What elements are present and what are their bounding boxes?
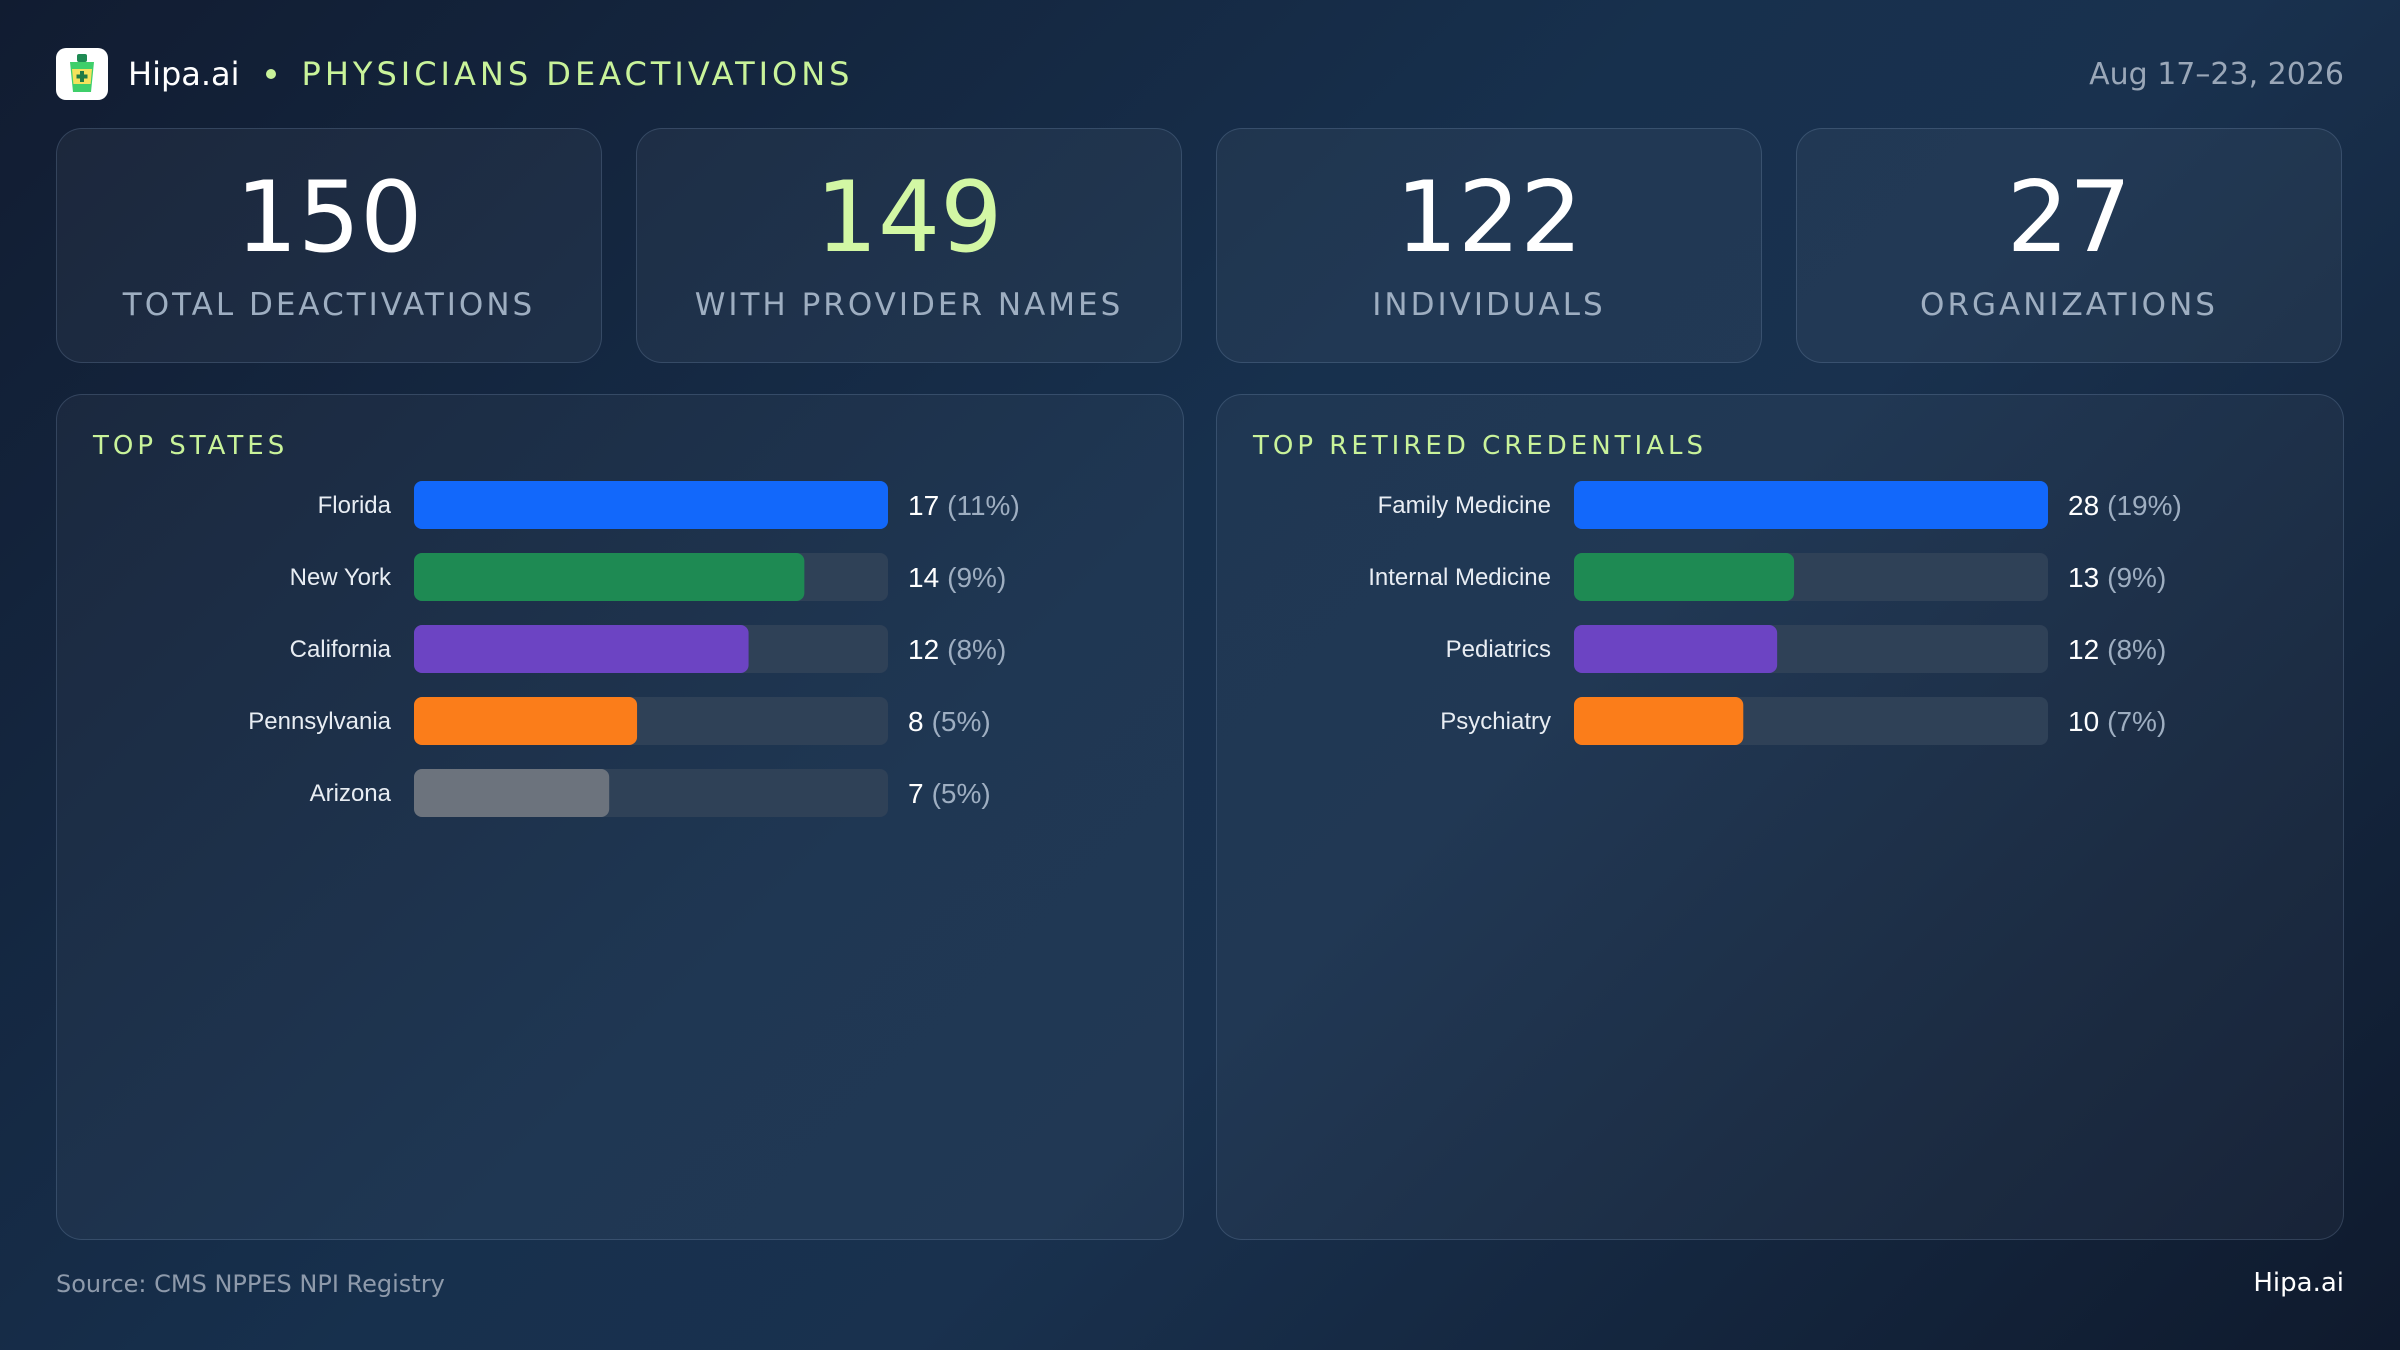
- bar: [414, 697, 638, 745]
- top-credentials-panel: TOP RETIRED CREDENTIALS Family Medicine 2…: [1216, 394, 2344, 1240]
- kpi-organizations: 27 ORGANIZATIONS: [1796, 128, 2342, 363]
- bar-value-label: 8 (5%): [908, 706, 991, 737]
- kpi-label: TOTAL DEACTIVATIONS: [122, 287, 536, 323]
- bar-count: 12: [908, 634, 939, 665]
- kpi-label: INDIVIDUALS: [1372, 287, 1606, 323]
- bar-count: 14: [908, 562, 939, 593]
- bar-category-label: Psychiatry: [1440, 708, 1551, 735]
- bar-value-label: 7 (5%): [908, 778, 991, 809]
- title-separator-dot: [265, 69, 276, 79]
- bar-percent: (9%): [947, 562, 1006, 593]
- kpi-value: 150: [235, 161, 423, 275]
- bar: [414, 769, 610, 817]
- bar-percent: (8%): [2107, 634, 2166, 665]
- bar-count: 10: [2068, 706, 2099, 737]
- kpi-with-provider-names: 149 WITH PROVIDER NAMES: [636, 128, 1182, 363]
- header: Hipa.ai PHYSICIANS DEACTIVATIONS Aug 17–…: [56, 46, 2344, 102]
- bar-category-label: Pennsylvania: [248, 708, 391, 735]
- kpi-total-deactivations: 150 TOTAL DEACTIVATIONS: [56, 128, 602, 363]
- bar-percent: (5%): [932, 778, 991, 809]
- bar-count: 12: [2068, 634, 2099, 665]
- bar-percent: (8%): [947, 634, 1006, 665]
- bar-category-label: New York: [290, 564, 392, 591]
- bar-value-label: 12 (8%): [908, 634, 1006, 665]
- bar-value-label: 17 (11%): [908, 490, 1020, 521]
- bar-category-label: Florida: [318, 492, 392, 519]
- bar: [1574, 625, 1778, 673]
- bar-percent: (5%): [932, 706, 991, 737]
- bar: [414, 481, 888, 529]
- bar-category-label: Pediatrics: [1446, 636, 1551, 663]
- bar-value-label: 13 (9%): [2068, 562, 2166, 593]
- bar-value-label: 10 (7%): [2068, 706, 2166, 737]
- bar-count: 17: [908, 490, 939, 521]
- bar-percent: (9%): [2107, 562, 2166, 593]
- bar-count: 13: [2068, 562, 2099, 593]
- kpi-value: 149: [815, 161, 1003, 275]
- date-range: Aug 17–23, 2026: [2089, 56, 2344, 92]
- top-credentials-bar-chart: Family Medicine 28 (19%) Internal Medicine 1…: [1368, 481, 2182, 745]
- bar-count: 28: [2068, 490, 2099, 521]
- bar: [1574, 481, 2048, 529]
- panel-title: TOP RETIRED CREDENTIALS: [1253, 431, 1707, 461]
- bar-category-label: Arizona: [310, 780, 392, 807]
- panel-title: TOP STATES: [93, 431, 289, 461]
- medical-cup-icon: [56, 48, 108, 100]
- bar: [1574, 553, 1795, 601]
- top-states-bar-chart: Florida 17 (11%) New York 14 (9%) California 12…: [248, 481, 1020, 817]
- kpi-individuals: 122 INDIVIDUALS: [1216, 128, 1762, 363]
- bar-category-label: California: [290, 636, 392, 663]
- bar: [1574, 697, 1744, 745]
- bar-value-label: 28 (19%): [2068, 490, 2182, 521]
- bar-count: 7: [908, 778, 924, 809]
- bar-value-label: 12 (8%): [2068, 634, 2166, 665]
- footer-brand: Hipa.ai: [2253, 1268, 2344, 1298]
- bar-category-label: Internal Medicine: [1368, 564, 1551, 591]
- page-title: PHYSICIANS DEACTIVATIONS: [301, 55, 854, 93]
- bar-percent: (7%): [2107, 706, 2166, 737]
- bar: [414, 553, 805, 601]
- bar-value-label: 14 (9%): [908, 562, 1006, 593]
- bar: [414, 625, 749, 673]
- kpi-label: WITH PROVIDER NAMES: [694, 287, 1124, 323]
- brand-name: Hipa.ai: [128, 55, 240, 93]
- top-states-panel: TOP STATES Florida 17 (11%) New York 14 (9%) C…: [56, 394, 1184, 1240]
- kpi-value: 27: [2006, 161, 2132, 275]
- bar-count: 8: [908, 706, 924, 737]
- bar-category-label: Family Medicine: [1378, 492, 1551, 519]
- bar-percent: (19%): [2107, 490, 2182, 521]
- bar-percent: (11%): [947, 490, 1020, 521]
- source-note: Source: CMS NPPES NPI Registry: [56, 1270, 445, 1298]
- kpi-value: 122: [1395, 161, 1583, 275]
- kpi-row: 150 TOTAL DEACTIVATIONS 149 WITH PROVIDE…: [56, 128, 2344, 365]
- kpi-label: ORGANIZATIONS: [1920, 287, 2218, 323]
